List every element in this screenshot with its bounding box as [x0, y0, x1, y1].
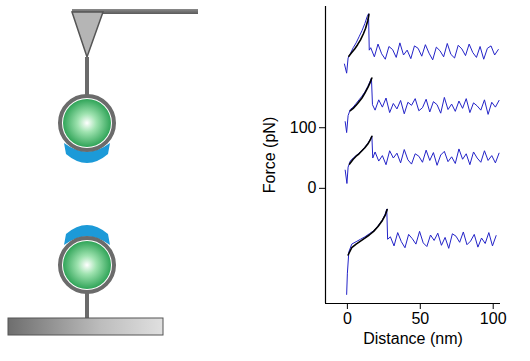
- svg-text:100: 100: [290, 119, 317, 136]
- svg-text:50: 50: [411, 310, 429, 327]
- svg-text:0: 0: [343, 310, 352, 327]
- svg-text:0: 0: [308, 179, 317, 196]
- svg-text:Distance (nm): Distance (nm): [363, 330, 463, 347]
- svg-text:Force (pN): Force (pN): [261, 117, 278, 193]
- svg-text:100: 100: [480, 310, 507, 327]
